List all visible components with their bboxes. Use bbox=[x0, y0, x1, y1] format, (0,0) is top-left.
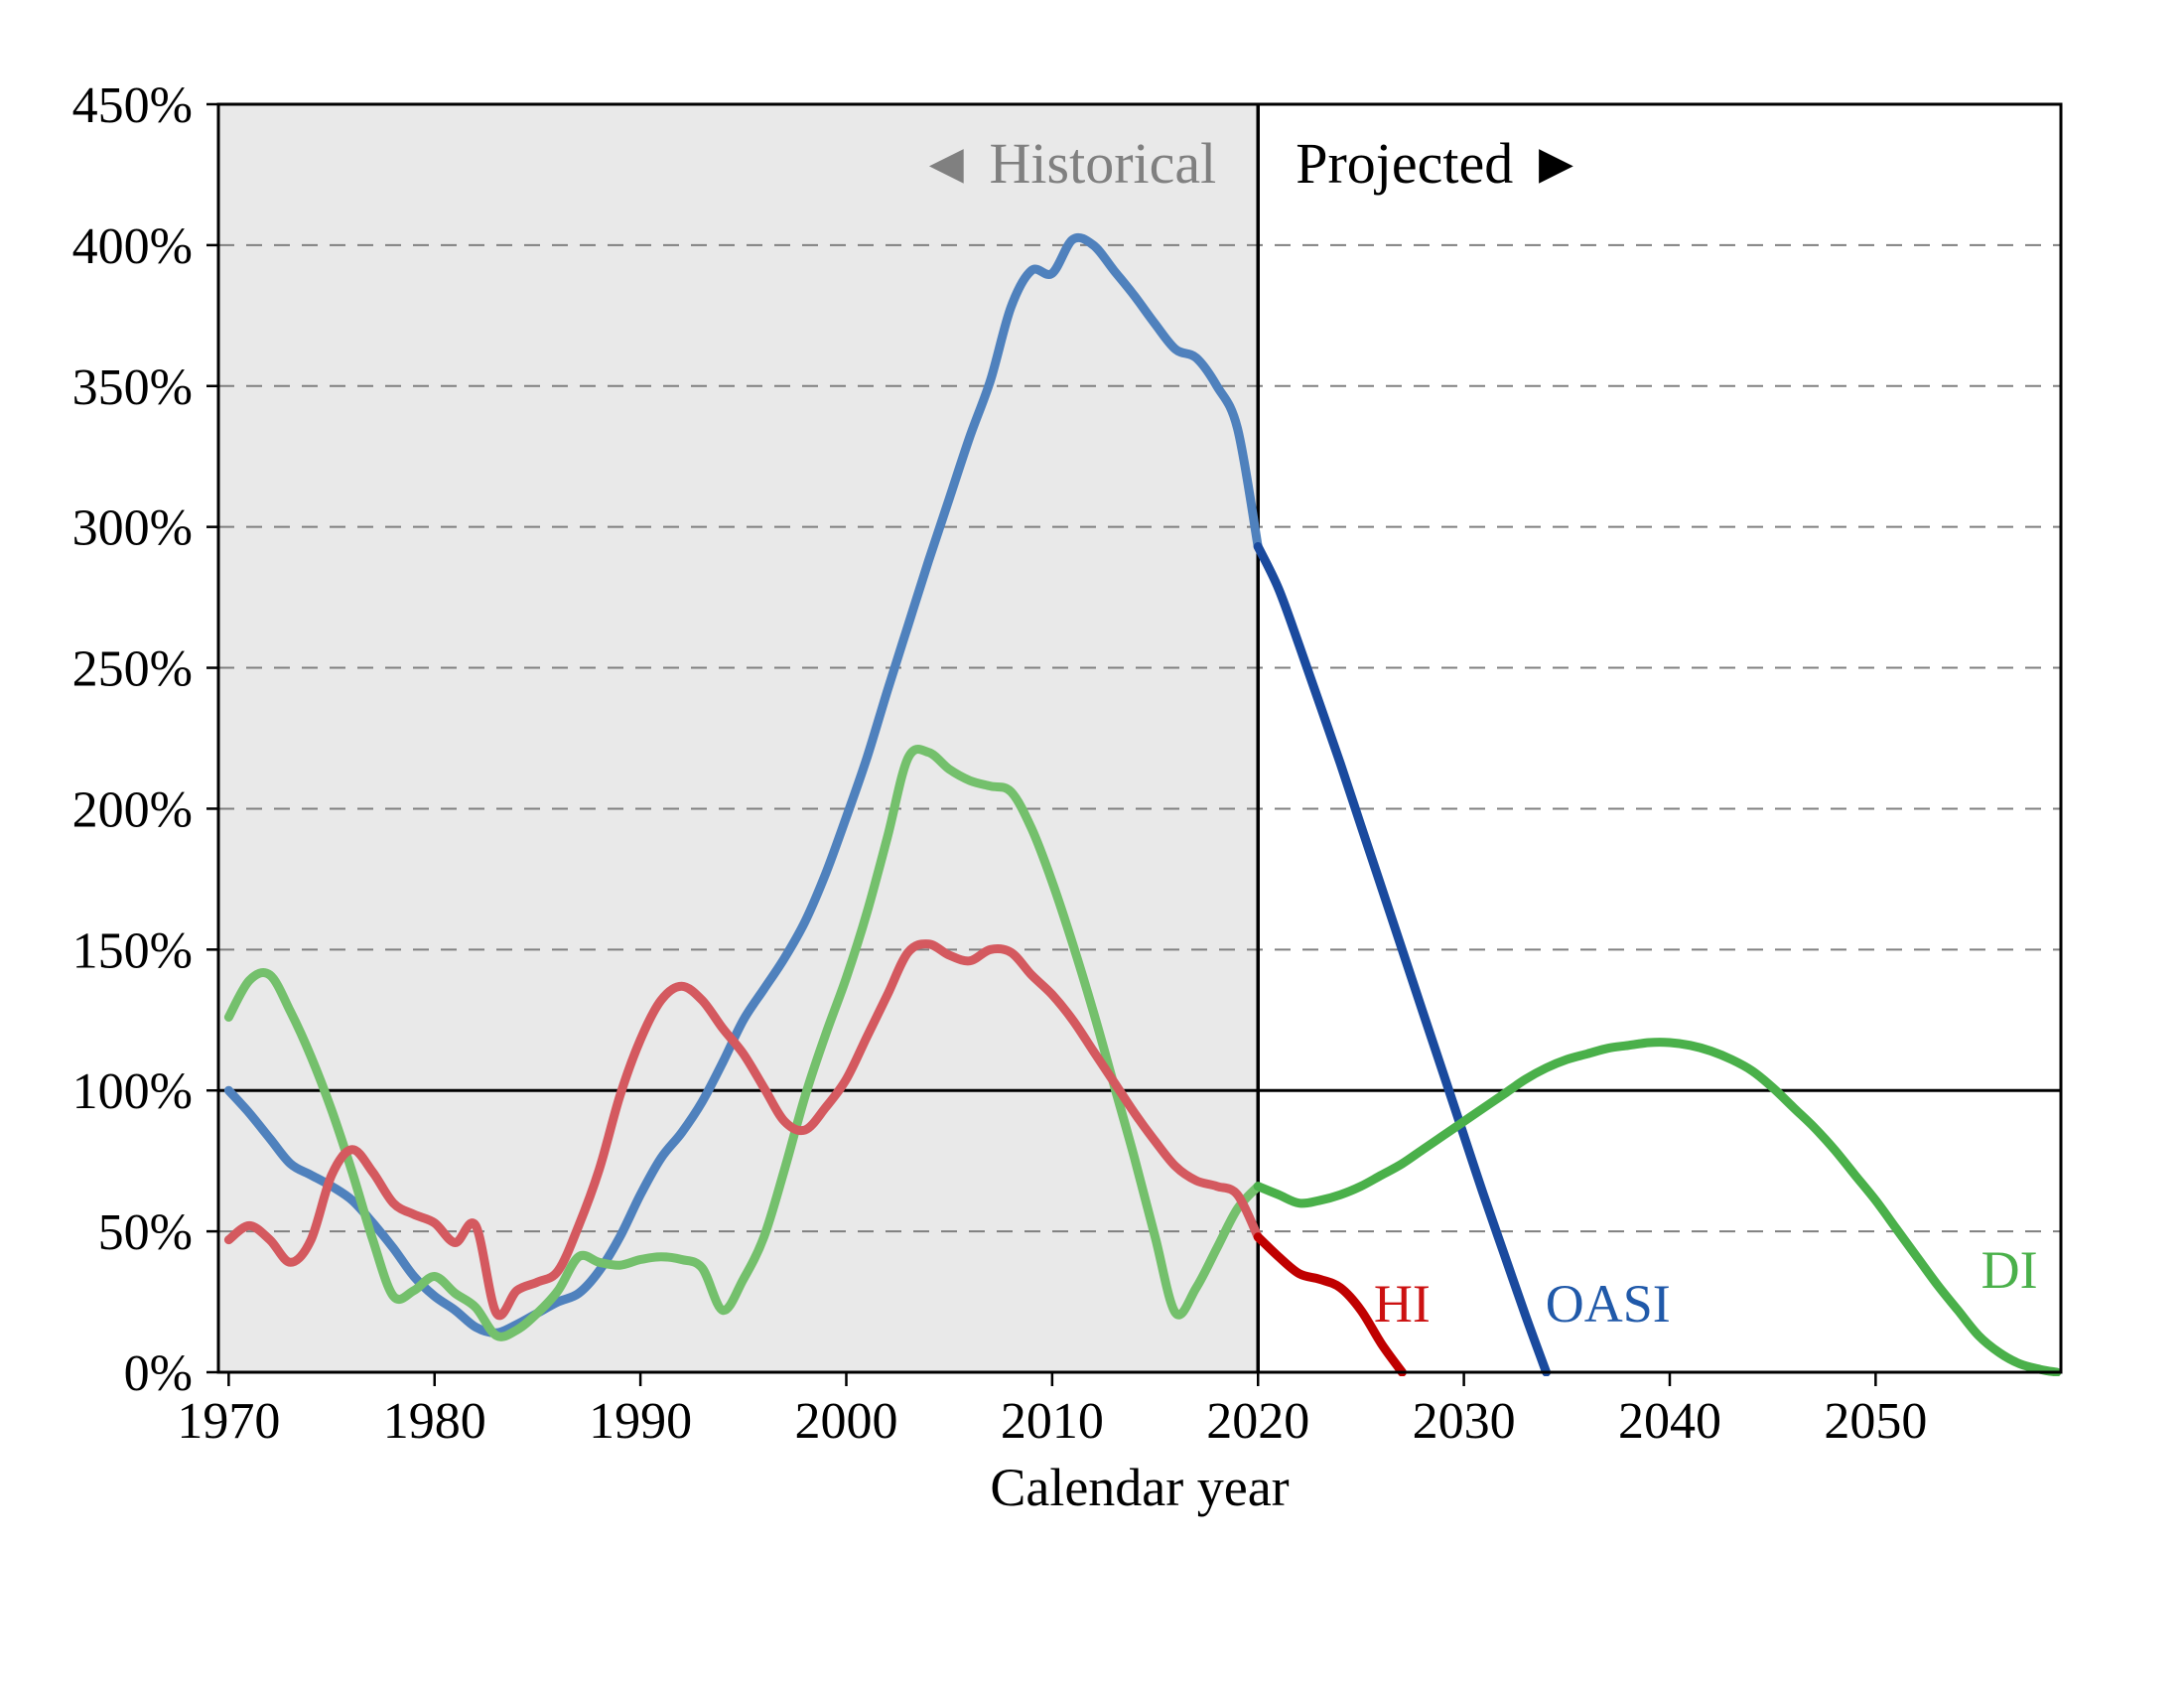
x-tick-label: 2020 bbox=[1206, 1393, 1309, 1450]
y-tick-label: 300% bbox=[72, 500, 193, 557]
x-tick-label: 2000 bbox=[794, 1393, 897, 1450]
y-axis-ticks: 0% 50% 100% 150% 200% 250% 300% 350% 400% 450% bbox=[72, 77, 218, 1402]
y-tick-label: 150% bbox=[72, 922, 193, 979]
plot-frame bbox=[216, 102, 2063, 1374]
y-tick-label: 400% bbox=[72, 218, 193, 275]
gridlines bbox=[218, 243, 2061, 1233]
x-tick-label: 2010 bbox=[1001, 1393, 1104, 1450]
y-tick-label: 0% bbox=[124, 1345, 193, 1402]
x-tick-label: 2040 bbox=[1618, 1393, 1721, 1450]
x-tick-label: 1990 bbox=[589, 1393, 692, 1450]
y-tick-label: 100% bbox=[72, 1063, 193, 1120]
series-label-di: DI bbox=[1981, 1240, 2038, 1300]
x-axis-title: Calendar year bbox=[990, 1458, 1289, 1517]
y-tick-label: 350% bbox=[72, 359, 193, 416]
series-labels: OASI DI HI bbox=[1374, 1240, 2038, 1334]
historical-label: ◄ Historical bbox=[918, 131, 1217, 196]
series-label-hi: HI bbox=[1374, 1274, 1431, 1334]
x-tick-label: 1980 bbox=[383, 1393, 486, 1450]
projected-label: Projected ► bbox=[1296, 131, 1584, 196]
series-label-oasi: OASI bbox=[1546, 1274, 1671, 1334]
historical-shaded-region bbox=[218, 104, 1259, 1372]
y-tick-label: 200% bbox=[72, 781, 193, 838]
x-tick-label: 2030 bbox=[1413, 1393, 1516, 1450]
y-tick-label: 50% bbox=[98, 1204, 193, 1261]
y-tick-label: 250% bbox=[72, 641, 193, 698]
x-tick-label: 1970 bbox=[177, 1393, 280, 1450]
x-axis-ticks: 1970 1980 1990 2000 2010 2020 2030 2040 2050 bbox=[177, 1372, 1927, 1450]
y-tick-label: 450% bbox=[72, 77, 193, 134]
series-lines bbox=[223, 232, 2062, 1376]
x-tick-label: 2050 bbox=[1824, 1393, 1927, 1450]
